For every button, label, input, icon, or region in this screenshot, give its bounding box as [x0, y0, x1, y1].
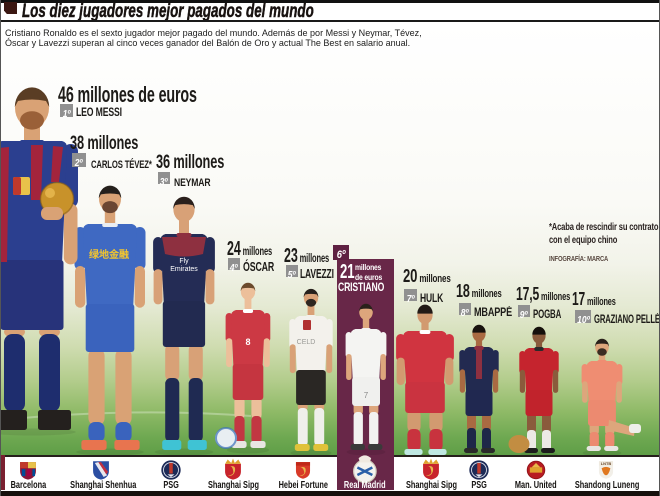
svg-text:CELD: CELD	[297, 339, 316, 346]
svg-text:LNTB: LNTB	[601, 461, 612, 466]
svg-text:8: 8	[245, 337, 250, 347]
svg-text:绿地金融: 绿地金融	[89, 248, 129, 261]
svg-text:Emirates: Emirates	[170, 266, 198, 273]
svg-text:7: 7	[364, 391, 369, 400]
svg-text:Fly: Fly	[179, 258, 189, 265]
